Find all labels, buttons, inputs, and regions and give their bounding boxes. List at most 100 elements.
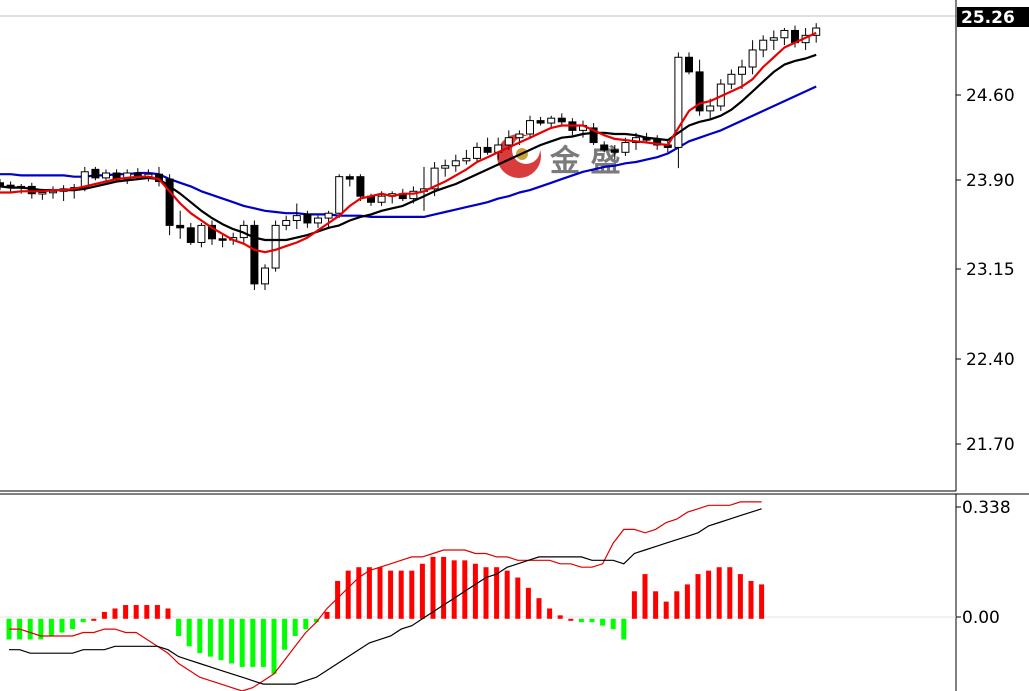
candle-bull — [335, 176, 344, 214]
macd-bar-positive — [462, 560, 468, 619]
price-tick-label: 22.40 — [966, 350, 1015, 370]
macd-bar-positive — [388, 570, 394, 619]
macd-bar-positive — [525, 587, 531, 619]
candle-bear — [250, 224, 259, 285]
macd-tick-label: 0.338 — [962, 498, 1011, 518]
candle-bull — [261, 267, 269, 285]
macd-bar-positive — [695, 574, 701, 619]
macd-bar-positive — [451, 560, 457, 619]
macd-bar-negative — [70, 618, 76, 630]
candle-bear — [685, 56, 693, 73]
macd-main-line — [9, 508, 762, 685]
ma-slow-line — [0, 85, 817, 218]
ma-fast-line — [0, 31, 817, 254]
macd-bar-positive — [366, 567, 372, 619]
macd-bar-negative — [250, 618, 256, 667]
candle-bull — [515, 133, 524, 139]
candle-bull — [759, 39, 768, 51]
macd-bar-negative — [303, 618, 309, 630]
macd-bar-negative — [207, 618, 213, 657]
candle-bear — [0, 182, 4, 187]
current-price-badge-bg — [957, 7, 1029, 27]
macd-bar-positive — [165, 608, 171, 619]
candle-bear — [483, 146, 492, 153]
macd-bar-positive — [483, 567, 489, 619]
macd-bar-positive — [716, 567, 722, 619]
macd-bar-negative — [197, 618, 203, 654]
ma-mid-layer — [0, 53, 817, 242]
candle-bull — [738, 66, 746, 75]
candle-bull — [812, 27, 821, 36]
candle-bull — [547, 117, 556, 124]
candle-bull — [526, 120, 534, 135]
price-tick-label: 21.70 — [966, 435, 1015, 455]
candle-bear — [186, 227, 195, 243]
macd-bar-negative — [186, 618, 192, 647]
price-tick-label: 23.90 — [966, 171, 1015, 191]
macd-bar-positive — [684, 584, 690, 619]
candles-layer — [0, 23, 821, 290]
macd-bar-negative — [610, 618, 616, 630]
macd-bar-positive — [748, 580, 754, 619]
candle-bull — [769, 37, 778, 41]
candle-bull — [324, 212, 333, 219]
macd-bar-positive — [568, 618, 574, 621]
candle-bull — [462, 157, 471, 162]
macd-bar-positive — [356, 567, 362, 619]
candle-bear — [600, 144, 609, 151]
macd-bar-positive — [674, 591, 680, 619]
macd-bar-positive — [727, 567, 733, 619]
macd-bar-positive — [377, 567, 383, 619]
macd-bar-positive — [653, 591, 659, 619]
macd-bar-negative — [218, 618, 224, 661]
candle-bull — [727, 73, 736, 85]
candle-bull — [430, 167, 439, 190]
candle-bull — [80, 171, 89, 189]
macd-bar-negative — [292, 618, 298, 636]
macd-bar-negative — [260, 618, 266, 667]
candle-bull — [504, 137, 513, 146]
macd-bar-positive — [144, 605, 150, 619]
candle-bull — [441, 165, 450, 169]
candle-bear — [345, 176, 354, 180]
candle-bull — [197, 224, 206, 243]
macd-bar-positive — [642, 574, 648, 619]
macd-bar-positive — [494, 567, 500, 619]
macd-tick-label: 0.00 — [962, 608, 1000, 628]
candle-bull — [780, 29, 789, 39]
macd-bar-positive — [472, 563, 478, 619]
macd-bar-positive — [101, 611, 107, 619]
candle-bear — [536, 120, 545, 124]
ma-fast-layer — [0, 31, 817, 254]
macd-bar-positive — [547, 608, 553, 619]
macd-bar-positive — [536, 598, 542, 619]
candle-bear — [303, 213, 312, 224]
candle-bull — [377, 195, 386, 203]
price-tick-label: 24.60 — [966, 86, 1015, 106]
candle-bull — [123, 172, 132, 180]
candle-bear — [165, 178, 174, 226]
macd-bar-positive — [441, 556, 447, 619]
candle-bull — [292, 215, 301, 222]
macd-bar-positive — [409, 570, 415, 619]
candle-bull — [409, 190, 418, 200]
macd-bar-positive — [335, 580, 341, 619]
macd-bar-positive — [112, 608, 118, 619]
macd-bar-positive — [737, 574, 743, 619]
macd-bar-negative — [27, 618, 33, 640]
macd-bar-positive — [504, 570, 510, 619]
current-price-badge: 25.26 — [957, 7, 1029, 28]
macd-bar-positive — [398, 570, 404, 619]
macd-bar-negative — [176, 618, 182, 636]
macd-lines-layer — [9, 501, 762, 691]
macd-bar-negative — [59, 618, 65, 633]
candle-bull — [674, 56, 683, 148]
ma-mid-line — [0, 53, 817, 242]
candle-bear — [610, 149, 619, 153]
candle-bull — [38, 192, 47, 195]
macd-bar-positive — [663, 601, 669, 619]
macd-bar-negative — [38, 618, 44, 640]
macd-bar-negative — [48, 618, 54, 636]
macd-bar-positive — [133, 605, 139, 619]
macd-bar-positive — [419, 563, 425, 619]
